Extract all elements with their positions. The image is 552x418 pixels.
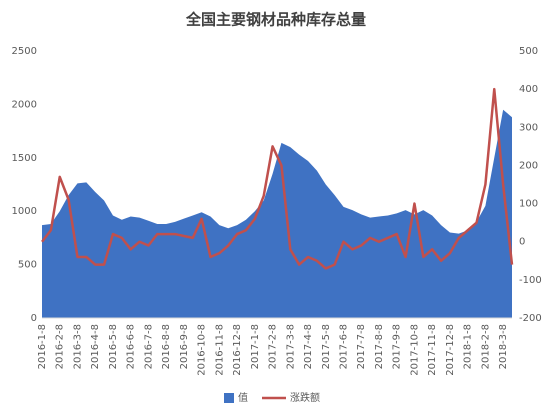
x-tick-label: 2017-12-8 bbox=[445, 324, 456, 376]
legend-swatch bbox=[224, 393, 234, 403]
legend-label: 涨跌额 bbox=[290, 391, 320, 404]
x-tick-label: 2017-11-8 bbox=[427, 324, 438, 376]
x-tick-label: 2016-4-8 bbox=[90, 324, 101, 369]
line bbox=[41, 87, 514, 270]
x-tick-label: 2016-2-8 bbox=[55, 324, 66, 369]
x-tick-label: 2016-1-8 bbox=[37, 324, 48, 369]
x-tick-label: 2016-11-8 bbox=[214, 324, 225, 376]
x-tick-label: 2018-2-8 bbox=[480, 324, 491, 369]
x-tick-label: 2017-6-8 bbox=[339, 324, 350, 369]
y2-tick-label: 0 bbox=[519, 237, 525, 248]
x-tick-label: 2016-12-8 bbox=[232, 324, 243, 376]
y2-tick-label: 500 bbox=[519, 46, 538, 57]
x-tick-label: 2017-10-8 bbox=[409, 324, 420, 376]
y-tick-label: 2000 bbox=[12, 99, 37, 110]
y2-tick-label: -200 bbox=[519, 313, 542, 324]
x-tick-label: 2016-5-8 bbox=[108, 324, 119, 369]
x-tick-label: 2017-2-8 bbox=[268, 324, 279, 369]
x-tick-label: 2016-3-8 bbox=[72, 324, 83, 369]
x-tick-label: 2017-8-8 bbox=[374, 324, 385, 369]
y-tick-label: 1500 bbox=[12, 153, 37, 164]
y-tick-label: 500 bbox=[18, 260, 37, 271]
x-tick-label: 2017-9-8 bbox=[392, 324, 403, 369]
y-tick-label: 0 bbox=[31, 313, 37, 324]
y-tick-label: 1000 bbox=[12, 206, 37, 217]
x-tick-label: 2017-3-8 bbox=[285, 324, 296, 369]
y2-tick-label: 400 bbox=[519, 84, 538, 95]
x-tick-label: 2017-1-8 bbox=[250, 324, 261, 369]
x-tick-label: 2018-3-8 bbox=[498, 324, 509, 369]
y2-tick-label: 100 bbox=[519, 199, 538, 210]
area bbox=[42, 109, 512, 319]
x-tick-label: 2017-5-8 bbox=[321, 324, 332, 369]
y-tick-label: 2500 bbox=[12, 46, 37, 57]
y2-tick-label: 300 bbox=[519, 122, 538, 133]
x-tick-label: 2016-10-8 bbox=[197, 324, 208, 376]
y2-tick-label: 200 bbox=[519, 160, 538, 171]
y2-tick-label: -100 bbox=[519, 275, 542, 286]
x-tick-label: 2016-7-8 bbox=[143, 324, 154, 369]
x-tick-label: 2018-1-8 bbox=[463, 324, 474, 369]
x-tick-label: 2016-6-8 bbox=[126, 324, 137, 369]
x-tick-label: 2016-8-8 bbox=[161, 324, 172, 369]
chart-title: 全国主要钢材品种库存总量 bbox=[185, 11, 366, 29]
x-tick-label: 2017-7-8 bbox=[356, 324, 367, 369]
x-tick-label: 2017-4-8 bbox=[303, 324, 314, 369]
x-tick-label: 2016-9-8 bbox=[179, 324, 190, 369]
legend-label: 值 bbox=[238, 391, 248, 404]
